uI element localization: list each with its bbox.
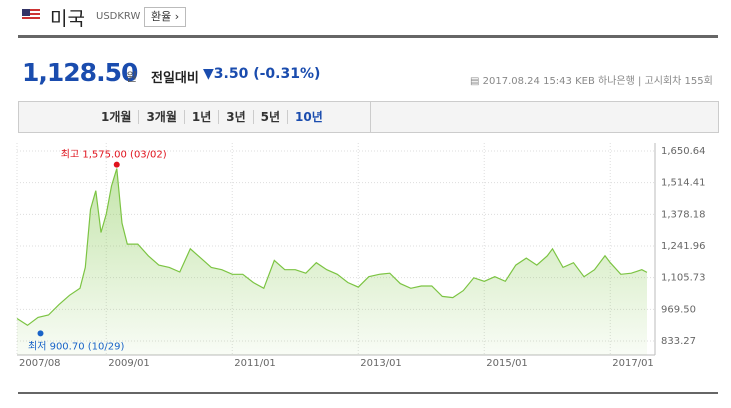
- y-tick-label: 1,105.73: [661, 273, 706, 284]
- x-tick-label: 2009/01: [108, 358, 150, 369]
- chart: 1,650.64 1,514.41 1,378.18 1,241.96 1,105.73…: [16, 143, 706, 369]
- change: ▼3.50 (-0.31%): [203, 66, 320, 82]
- divider: [18, 35, 718, 38]
- datetime: 2017.08.24 15:43: [482, 76, 572, 87]
- x-tick-label: 2011/01: [234, 358, 276, 369]
- change-label: 전일대비: [151, 71, 199, 86]
- change-value: ▼3.50: [203, 66, 249, 82]
- bank: KEB 하나은행: [575, 76, 635, 87]
- period-tab[interactable]: 1개월: [101, 110, 132, 124]
- period-tab[interactable]: 10년: [287, 110, 330, 124]
- change-percent: (-0.31%): [253, 66, 321, 82]
- price: 1,128.50: [22, 58, 138, 87]
- y-tick-label: 1,514.41: [661, 178, 706, 189]
- line: [16, 168, 648, 327]
- divider: [18, 392, 718, 394]
- quote-info: ▤ 2017.08.24 15:43 KEB 하나은행 | 고시회차 155회: [470, 76, 713, 87]
- tab-list: 1개월 3개월 1년 3년 5년 10년: [94, 110, 330, 124]
- code: USDKRW: [96, 11, 141, 22]
- period-tab[interactable]: 1년: [183, 110, 218, 124]
- exchange-button[interactable]: 환율 ›: [144, 7, 187, 27]
- button-label: 환율: [151, 10, 172, 23]
- extreme-point: [113, 161, 120, 168]
- tab-bar: 1개월 3개월 1년 3년 5년 10년: [18, 101, 719, 133]
- x-tick-label: 2013/01: [360, 358, 402, 369]
- round: 고시회차 155회: [644, 76, 713, 87]
- y-tick-label: 1,378.18: [661, 209, 706, 220]
- area: [17, 168, 647, 355]
- unit: 원: [126, 70, 138, 84]
- y-tick-label: 833.27: [661, 336, 696, 347]
- period-tab[interactable]: 3개월: [138, 110, 183, 124]
- y-tick-label: 1,650.64: [661, 146, 706, 157]
- x-tick-label: 2015/01: [486, 358, 528, 369]
- period-tab[interactable]: 5년: [252, 110, 287, 124]
- y-tick-label: 969.50: [661, 304, 696, 315]
- extreme-point: [37, 330, 44, 337]
- flag: [22, 9, 40, 21]
- title: 미국: [50, 8, 85, 30]
- x-tick-label: 2007/08: [19, 358, 61, 369]
- annotation: 최저 900.70 (10/29): [28, 340, 124, 352]
- x-tick-label: 2017/01: [612, 358, 654, 369]
- y-tick-label: 1,241.96: [661, 241, 706, 252]
- period-tab[interactable]: 3년: [218, 110, 252, 124]
- annotation: 최고 1,575.00 (03/02): [61, 149, 167, 161]
